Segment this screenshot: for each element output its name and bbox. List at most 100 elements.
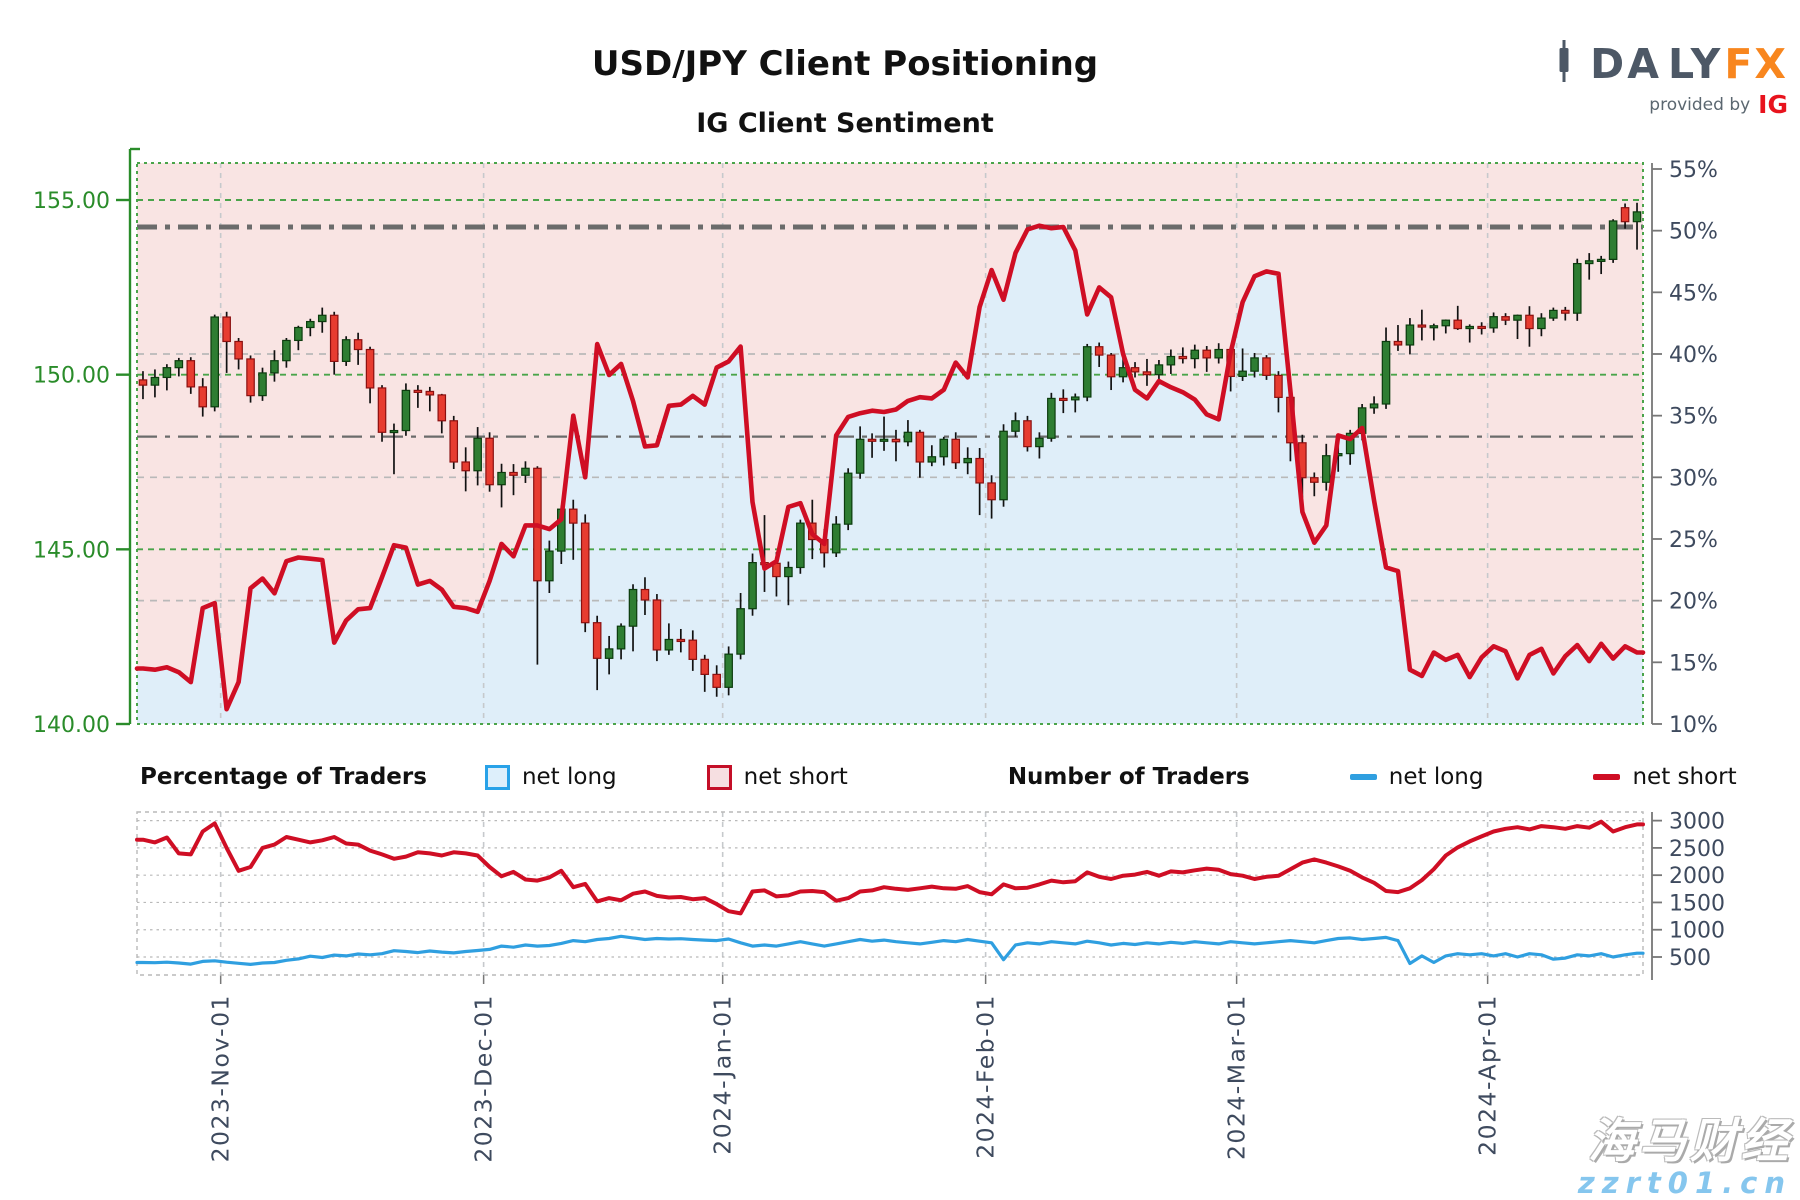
candle-up — [1035, 437, 1044, 448]
legend-num-net-long: net long — [1349, 764, 1483, 790]
candle-up — [784, 566, 793, 578]
watermark: 海马财经 zzrt01.cn — [1578, 1116, 1792, 1200]
candle-down — [449, 420, 459, 463]
count-tick-label: 3000 — [1669, 810, 1725, 835]
watermark-url: zzrt01.cn — [1577, 1166, 1792, 1200]
candle-up — [306, 320, 315, 329]
candle-up — [162, 367, 172, 379]
candle-up — [1214, 348, 1223, 359]
month-label: 2024-Feb-01 — [972, 994, 1000, 1159]
candle-up — [1166, 355, 1176, 366]
candle-down — [1620, 207, 1630, 223]
month-label: 2024-Apr-01 — [1474, 994, 1502, 1156]
count-tick-label: 2500 — [1669, 837, 1725, 862]
candle-down — [592, 622, 602, 659]
chart-subtitle: IG Client Sentiment — [696, 108, 994, 139]
candle-up — [843, 472, 853, 525]
candle-down — [652, 599, 662, 651]
legend: Percentage of Traders net long net short… — [140, 756, 1737, 798]
candle-up — [927, 456, 937, 463]
net-long-swatch-icon — [484, 764, 510, 790]
count-tick-label: 1000 — [1669, 919, 1725, 944]
net-short-traders-line — [135, 819, 1645, 916]
pct-tick-label: 20% — [1669, 590, 1718, 615]
candle-up — [473, 437, 482, 472]
legend-num-net-short: net short — [1593, 764, 1737, 790]
candle-up — [1465, 325, 1474, 330]
candle-up — [497, 471, 506, 486]
candle-down — [975, 457, 984, 484]
candle-up — [210, 316, 219, 408]
candle-up — [1082, 346, 1092, 398]
candle-down — [1130, 367, 1140, 373]
candle-down — [1274, 374, 1283, 398]
candle-up — [1429, 325, 1439, 329]
count-tick-label: 2000 — [1669, 864, 1725, 889]
candle-up — [999, 430, 1008, 501]
candle-up — [1345, 432, 1355, 455]
pct-tick-label: 15% — [1669, 651, 1718, 676]
legend-pct-net-long: net long — [484, 764, 617, 790]
candle-up — [1238, 370, 1247, 378]
candle-up — [724, 653, 733, 688]
candle-down — [1094, 346, 1104, 356]
candle-up — [664, 638, 674, 651]
candle-up — [1596, 258, 1606, 262]
candle-up — [1154, 364, 1164, 376]
candle-up — [1489, 316, 1498, 329]
candle-down — [688, 639, 698, 660]
logo-text-right: LY — [1667, 40, 1724, 88]
month-label: 2023-Dec-01 — [470, 994, 498, 1163]
candle-down — [1178, 355, 1188, 360]
candle-down — [198, 386, 208, 408]
plot-border — [136, 162, 1644, 725]
candle-down — [1525, 314, 1534, 330]
page-title: USD/JPY Client Positioning — [591, 44, 1099, 84]
candle-up — [796, 522, 805, 569]
candle-down — [867, 438, 877, 442]
candle-up — [401, 389, 411, 432]
candle-up — [1190, 349, 1200, 360]
candle-up — [1632, 211, 1642, 223]
candle-down — [1453, 319, 1463, 330]
candle-up — [282, 339, 291, 362]
logo-provided-by: provided by — [1649, 94, 1751, 115]
candle-down — [1202, 349, 1212, 359]
x-axis-labels: 2023-Nov-01 2023-Dec-01 2024-Jan-01 2024-Fe… — [207, 994, 1502, 1163]
candle-down — [951, 438, 961, 464]
candle-up — [1441, 319, 1451, 327]
month-label: 2023-Nov-01 — [207, 994, 235, 1162]
candle-down — [509, 471, 518, 476]
candle-up — [150, 376, 160, 386]
candle-down — [1310, 477, 1319, 483]
watermark-brand: 海马财经 — [1588, 1114, 1792, 1170]
candle-down — [485, 437, 494, 486]
candle-up — [317, 314, 327, 323]
candle-down — [186, 360, 196, 388]
logo-text-accent: FX — [1724, 40, 1788, 88]
candle-down — [915, 431, 925, 463]
candle-up — [341, 339, 351, 362]
candle-up — [1405, 324, 1415, 346]
pct-tick-label: 40% — [1669, 343, 1718, 368]
count-tick-label: 500 — [1669, 946, 1711, 971]
candle-down — [1561, 309, 1570, 314]
chart-root: 155.00 150.00 145.00 140.00 55% 50% 45% 40% 35% 3… — [33, 147, 1725, 1163]
candle-up — [903, 431, 913, 443]
candle-down — [413, 389, 423, 393]
candle-up — [855, 438, 865, 474]
candle-up — [258, 372, 267, 397]
candle-down — [1106, 354, 1116, 378]
net-long-line-icon — [1349, 774, 1377, 780]
candle-down — [700, 658, 710, 675]
candle-up — [545, 550, 554, 582]
candle-down — [1142, 371, 1152, 376]
candle-down — [138, 379, 148, 386]
candle-up — [1321, 455, 1331, 483]
legend-number-heading: Number of Traders — [1007, 764, 1250, 790]
candle-up — [604, 648, 614, 659]
candle-up — [1381, 340, 1391, 405]
net-short-line-icon — [1593, 774, 1621, 780]
